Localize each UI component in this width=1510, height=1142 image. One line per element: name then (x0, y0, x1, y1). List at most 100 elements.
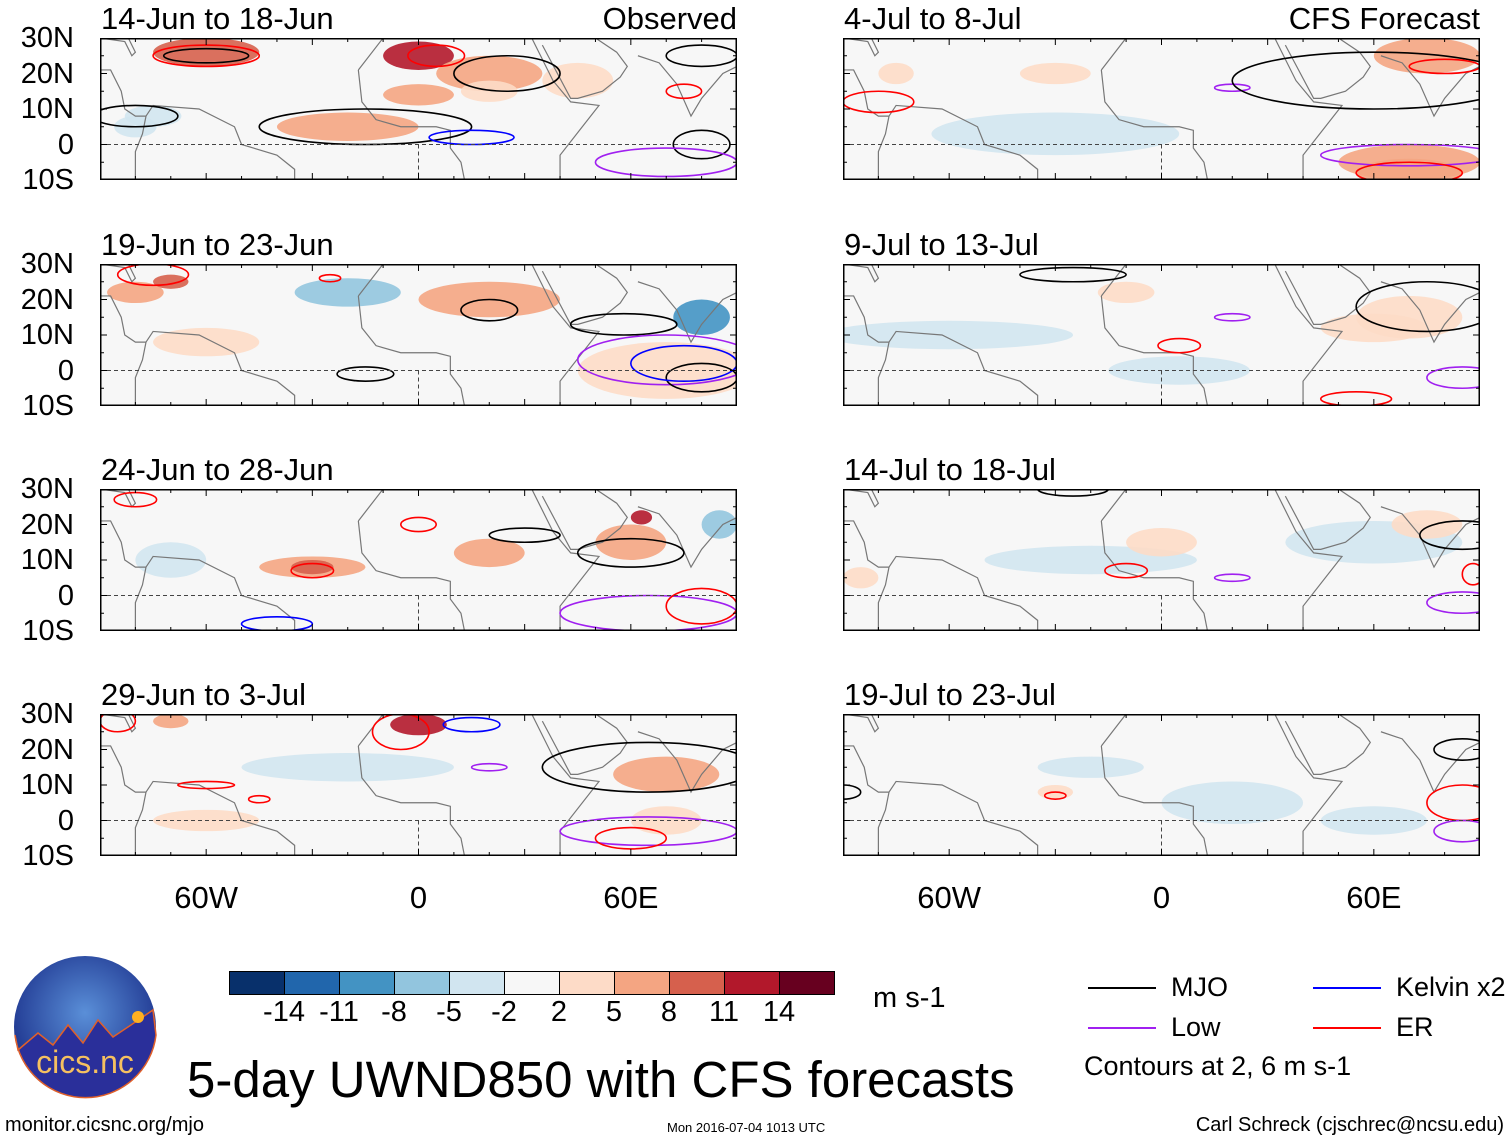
coastline (134, 104, 296, 180)
contour (1319, 143, 1480, 167)
figure-title: 5-day UWND850 with CFS forecasts (187, 1051, 1015, 1108)
panel-source-label: CFS Forecast (1288, 1, 1480, 36)
contour (318, 273, 342, 283)
svg-text:cics.nc: cics.nc (36, 1044, 134, 1080)
panel-date-range: 29-Jun to 3-Jul (101, 677, 307, 712)
coastline (637, 55, 737, 118)
anomaly-shading (1126, 528, 1197, 557)
anomaly-shading (595, 524, 667, 560)
colorbar-swatch (560, 972, 615, 994)
colorbar-swatch (230, 972, 285, 994)
latitude-label: 0 (57, 354, 74, 387)
contour (541, 741, 737, 793)
anomaly-shading (153, 714, 189, 729)
contour (247, 794, 271, 804)
anomaly-shading (1373, 38, 1480, 74)
contour (258, 108, 473, 146)
contour (1461, 562, 1480, 586)
contour (1043, 791, 1067, 800)
anomaly-shading (843, 320, 1073, 350)
contour (569, 312, 678, 336)
contour (371, 714, 430, 751)
contour (594, 826, 668, 850)
anomaly-shading (1161, 781, 1304, 825)
contour (843, 90, 915, 114)
coastline (877, 555, 1039, 631)
contour (1213, 83, 1251, 93)
latitude-label: 10N (20, 544, 74, 576)
contour (400, 516, 437, 533)
legend-label: Kelvin x2 (1396, 972, 1506, 1002)
latitude-label: 30N (20, 698, 74, 730)
longitude-label: 0 (409, 880, 428, 915)
colorbar-swatch (780, 972, 834, 994)
contour (116, 264, 190, 287)
anomaly-shading (460, 80, 518, 102)
anomaly-shading (291, 560, 334, 575)
latitude-label: 10S (22, 615, 74, 647)
anomaly-shading (276, 112, 419, 141)
contour (177, 780, 236, 790)
coastline (877, 330, 1039, 406)
contour (1104, 562, 1149, 579)
coastline (100, 520, 147, 568)
colorbar-swatch (285, 972, 340, 994)
contour (460, 298, 519, 322)
coastline (843, 264, 880, 283)
map-canvas (100, 38, 737, 180)
latitude-label: 0 (57, 804, 74, 837)
colorbar-tick-label: -14 (263, 996, 305, 1028)
coastline (843, 520, 890, 568)
contour (672, 129, 731, 160)
map-canvas (843, 489, 1480, 631)
map-canvas (100, 489, 737, 631)
colorbar (229, 971, 835, 995)
anomaly-shading (1037, 756, 1144, 778)
longitude-label: 60E (1346, 880, 1402, 915)
colorbar-swatch (395, 972, 450, 994)
cics-logo: cics.nc (14, 956, 157, 1099)
contour (1036, 489, 1110, 497)
latitude-label: 30N (20, 473, 74, 505)
latitude-label: 20N (20, 283, 74, 316)
colorbar-swatch (670, 972, 725, 994)
anomaly-shading (1391, 510, 1463, 539)
contour (1419, 520, 1480, 551)
colorbar-tick-label: -11 (319, 996, 359, 1028)
map-panel (100, 264, 737, 406)
panel-date-range: 14-Jun to 18-Jun (101, 1, 334, 36)
anomaly-shading (153, 38, 260, 67)
anomaly-shading (153, 327, 260, 357)
colorbar-tick-label: -2 (491, 996, 517, 1028)
coastline (1284, 38, 1372, 99)
legend-label: MJO (1171, 972, 1228, 1002)
anomaly-shading (1320, 806, 1427, 835)
coastline (100, 69, 147, 117)
coastline (100, 714, 137, 733)
panel-source-label: Observed (602, 1, 737, 36)
contour (453, 54, 561, 93)
anomaly-shading (107, 281, 164, 304)
contour (442, 716, 501, 733)
coastline (1380, 55, 1480, 118)
anomaly-shading (436, 55, 543, 92)
map-canvas (100, 264, 737, 406)
contour (336, 366, 395, 382)
panel-date-range: 14-Jul to 18-Jul (844, 452, 1056, 487)
coastline (357, 38, 601, 180)
colorbar-swatch (615, 972, 670, 994)
anomaly-shading (383, 84, 454, 106)
map-panel (843, 714, 1480, 856)
footer-url[interactable]: monitor.cicsnc.org/mjo (5, 1114, 204, 1136)
contour (1355, 161, 1464, 180)
contour (1426, 366, 1480, 390)
panel-date-range: 24-Jun to 28-Jun (101, 452, 334, 487)
coastline (541, 714, 629, 775)
contour (162, 47, 250, 64)
coastline (1284, 264, 1372, 325)
coastline (134, 330, 296, 406)
coastline (1380, 281, 1480, 344)
contour (1213, 312, 1251, 322)
contour (1433, 738, 1480, 761)
legend-line-kelvin-x2 (1313, 987, 1381, 989)
